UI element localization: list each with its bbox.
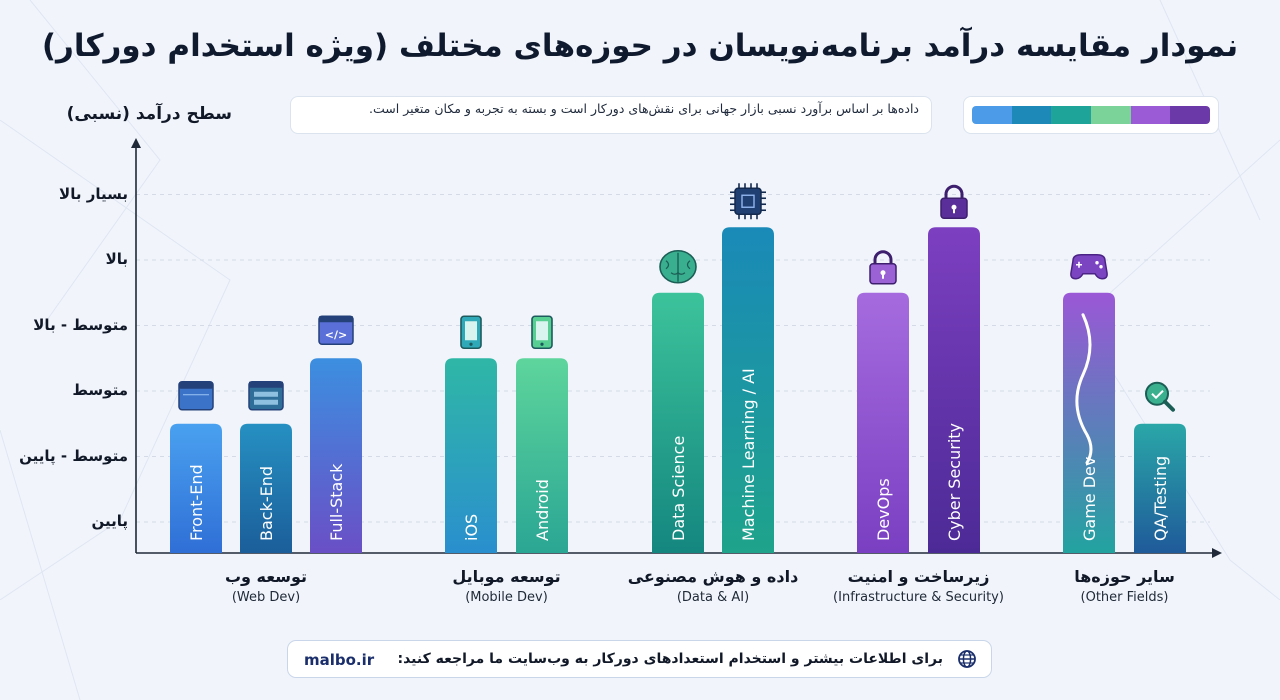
legend-color-strip: [972, 106, 1210, 124]
y-axis-title: سطح درآمد (نسبی): [66, 104, 232, 124]
category-label-en: (Data & AI): [676, 590, 750, 605]
bar-android: [516, 358, 568, 553]
bar-label: QA/Testing: [1151, 456, 1170, 541]
page-title: نمودار مقایسه درآمد برنامه‌نویسان در حوز…: [41, 28, 1239, 64]
bar-label: Cyber Security: [945, 423, 964, 541]
category-label-fa: سایر حوزه‌ها: [1074, 567, 1175, 586]
bar-cyber-security: [928, 227, 980, 553]
globe-icon: [957, 649, 977, 673]
y-tick-label: متوسط: [72, 381, 128, 399]
category-label-en: (Other Fields): [1080, 590, 1169, 605]
category-label-en: (Web Dev): [231, 590, 301, 605]
bar-label: Front-End: [187, 464, 206, 541]
data-note: داده‌ها بر اساس برآورد نسبی بازار جهانی …: [290, 96, 932, 134]
bar-qa-testing: [1134, 423, 1186, 553]
category-label-en: (Mobile Dev): [465, 590, 548, 605]
server-window-icon: [248, 381, 284, 411]
y-tick-label: بالا: [105, 250, 128, 268]
category-label: داده و هوش مصنوعی (Data & AI): [603, 566, 823, 608]
bar-game-dev: [1063, 292, 1115, 553]
legend-swatch-2: [1011, 106, 1052, 124]
bar-label: Data Science: [669, 436, 688, 541]
bar-ios: [445, 358, 497, 553]
wave-decoration: [1075, 313, 1093, 465]
category-label-fa: داده و هوش مصنوعی: [627, 567, 799, 586]
smartphone-icon: [460, 315, 482, 350]
bar-label: Game Dev: [1080, 457, 1099, 541]
bar-label: Full-Stack: [327, 463, 346, 541]
bar-label: Android: [533, 479, 552, 541]
x-axis-arrow: [1212, 548, 1222, 558]
y-tick-label: متوسط - پایین: [19, 446, 128, 465]
bar-data-science: [652, 292, 704, 553]
legend-swatch-3: [1051, 106, 1092, 124]
footer-message: برای اطلاعات بیشتر و استخدام استعدادهای …: [397, 651, 944, 667]
bar-label: Back-End: [257, 466, 276, 541]
category-label: توسعه موبایل (Mobile Dev): [397, 566, 617, 608]
category-label: سایر حوزه‌ها (Other Fields): [1015, 566, 1235, 608]
legend-swatch-6: [1170, 106, 1210, 124]
bar-front-end: [170, 423, 222, 553]
browser-window-icon: [178, 381, 214, 411]
category-label: توسعه وب (Web Dev): [156, 566, 376, 608]
y-tick-label: پایین: [91, 512, 128, 530]
code-window-icon: </>: [318, 315, 354, 345]
bar-machine-learning-ai: [722, 227, 774, 553]
legend-swatch-1: [972, 106, 1012, 124]
website-link[interactable]: malbo.ir: [304, 651, 375, 669]
bar-label: Machine Learning / AI: [739, 368, 758, 541]
bar-devops: [857, 292, 909, 553]
magnifier-check-icon: [1145, 381, 1175, 412]
brain-icon: [659, 249, 697, 284]
bar-full-stack: [310, 358, 362, 553]
legend-swatch-5: [1130, 106, 1171, 124]
footer-banner[interactable]: malbo.ir برای اطلاعات بیشتر و استخدام اس…: [287, 640, 992, 678]
chip-icon: [730, 183, 766, 220]
bar-label: iOS: [462, 514, 481, 541]
bar-label: DevOps: [874, 478, 893, 541]
category-label-fa: توسعه وب: [224, 567, 308, 586]
color-legend: [963, 96, 1219, 134]
gamepad-icon: [1070, 254, 1108, 280]
y-tick-label: بسیار بالا: [59, 184, 128, 203]
lock-icon: [869, 250, 897, 285]
category-label-en: (Infrastructure & Security): [833, 590, 1004, 605]
y-tick-label: متوسط - بالا: [33, 315, 128, 334]
android-phone-icon: [531, 315, 553, 350]
svg-text:</>: </>: [325, 328, 347, 341]
category-label-fa: توسعه موبایل: [452, 567, 561, 586]
bar-back-end: [240, 423, 292, 553]
y-axis-arrow: [131, 138, 141, 148]
category-label: زیرساخت و امنیت (Infrastructure & Securit…: [809, 566, 1029, 608]
legend-swatch-4: [1091, 106, 1131, 124]
category-label-fa: زیرساخت و امنیت: [847, 567, 990, 586]
padlock-icon: [940, 184, 968, 219]
